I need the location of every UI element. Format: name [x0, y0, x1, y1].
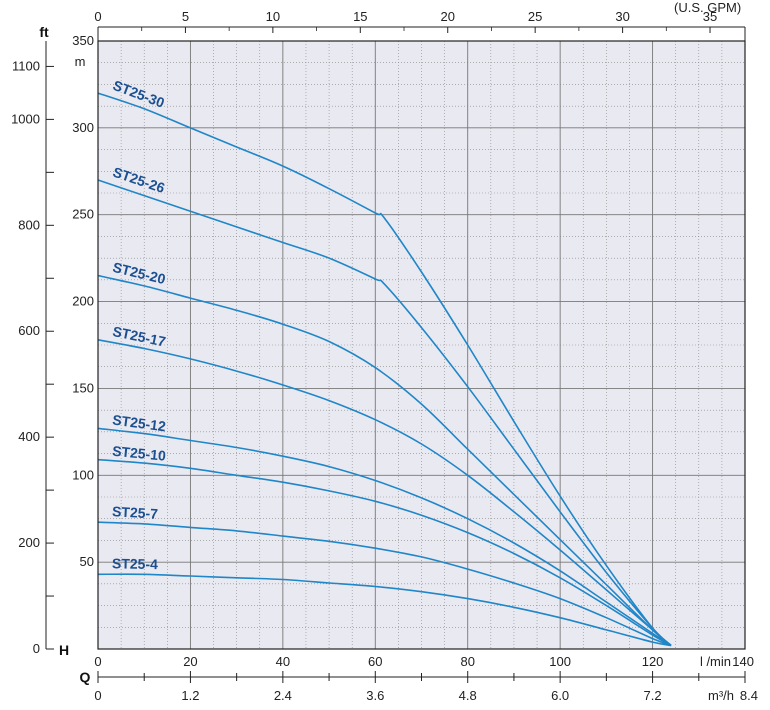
gpm-tick-label: 20: [440, 9, 454, 24]
m3h-tick-label: 3.6: [366, 688, 384, 703]
gpm-tick-label: 15: [353, 9, 367, 24]
lmin-tick-label: 20: [183, 654, 197, 669]
lmin-tick-label: 40: [276, 654, 290, 669]
curve-st25-26: [97, 179, 672, 647]
lmin-tick-label: 140: [732, 654, 754, 669]
curve-label-st25-7: ST25-7: [112, 503, 159, 522]
ft-tick-label: 1000: [11, 111, 40, 126]
gpm-tick-label: 35: [703, 9, 717, 24]
m-tick-label: 50: [80, 554, 94, 569]
m-tick-label: 150: [72, 380, 94, 395]
curve-st25-17: [97, 339, 672, 647]
ft-tick-label: 1100: [12, 58, 40, 73]
q-axis-letter: Q: [80, 669, 91, 685]
m-tick-label: 200: [72, 294, 94, 309]
lmin-tick-label: 60: [368, 654, 382, 669]
m3h-tick-label: 7.2: [644, 688, 662, 703]
m3h-tick-label: 8.4: [740, 688, 758, 703]
curve-st25-4: [97, 573, 672, 647]
h-axis-letter: H: [59, 642, 69, 658]
gpm-tick-label: 30: [615, 9, 629, 24]
curve-st25-7: [97, 521, 672, 647]
gpm-tick-label: 5: [182, 9, 189, 24]
curve-st25-12: [97, 427, 672, 647]
curve-label-st25-12: ST25-12: [111, 411, 167, 434]
m-tick-label: 250: [72, 207, 94, 222]
gpm-unit-label: (U.S. GPM): [674, 0, 741, 15]
m3h-tick-label: 2.4: [274, 688, 292, 703]
ft-tick-label: 600: [18, 323, 40, 338]
axes: 0 5 10 15 20 25 30 3502004006008001000110050100…: [11, 9, 758, 703]
ft-tick-label: 0: [33, 641, 40, 656]
ft-tick-label: 800: [18, 217, 40, 232]
lmin-tick-label: 120: [642, 654, 664, 669]
lmin-unit-label: l /min: [700, 654, 731, 669]
curve-st25-10: [97, 458, 672, 647]
curves: ST25-30ST25-26ST25-20ST25-17ST25-12ST25-…: [97, 77, 672, 647]
m3h-tick-label: 6.0: [551, 688, 569, 703]
gpm-tick-label: 0: [94, 9, 101, 24]
curve-st25-30: [97, 92, 672, 647]
plot-border: [97, 40, 746, 650]
m-tick-label: 350: [72, 33, 94, 48]
m3h-tick-label: 0: [94, 688, 101, 703]
lmin-tick-label: 80: [460, 654, 474, 669]
lmin-tick-label: 100: [549, 654, 571, 669]
m3h-tick-label: 4.8: [459, 688, 477, 703]
lmin-tick-label: 0: [94, 654, 101, 669]
curve-st25-20: [97, 274, 672, 647]
m-unit-label: m: [75, 54, 86, 69]
curve-label-st25-10: ST25-10: [112, 443, 167, 464]
ft-unit-label: ft: [39, 24, 49, 40]
ft-tick-label: 200: [18, 535, 40, 550]
ft-tick-label: 400: [18, 429, 40, 444]
m-tick-label: 300: [72, 120, 94, 135]
gpm-tick-label: 25: [528, 9, 542, 24]
m3h-unit-label: m³/h: [708, 688, 734, 703]
curve-label-st25-4: ST25-4: [112, 555, 158, 572]
m3h-tick-label: 1.2: [181, 688, 199, 703]
gpm-tick-label: 10: [266, 9, 280, 24]
m-tick-label: 100: [72, 467, 94, 482]
